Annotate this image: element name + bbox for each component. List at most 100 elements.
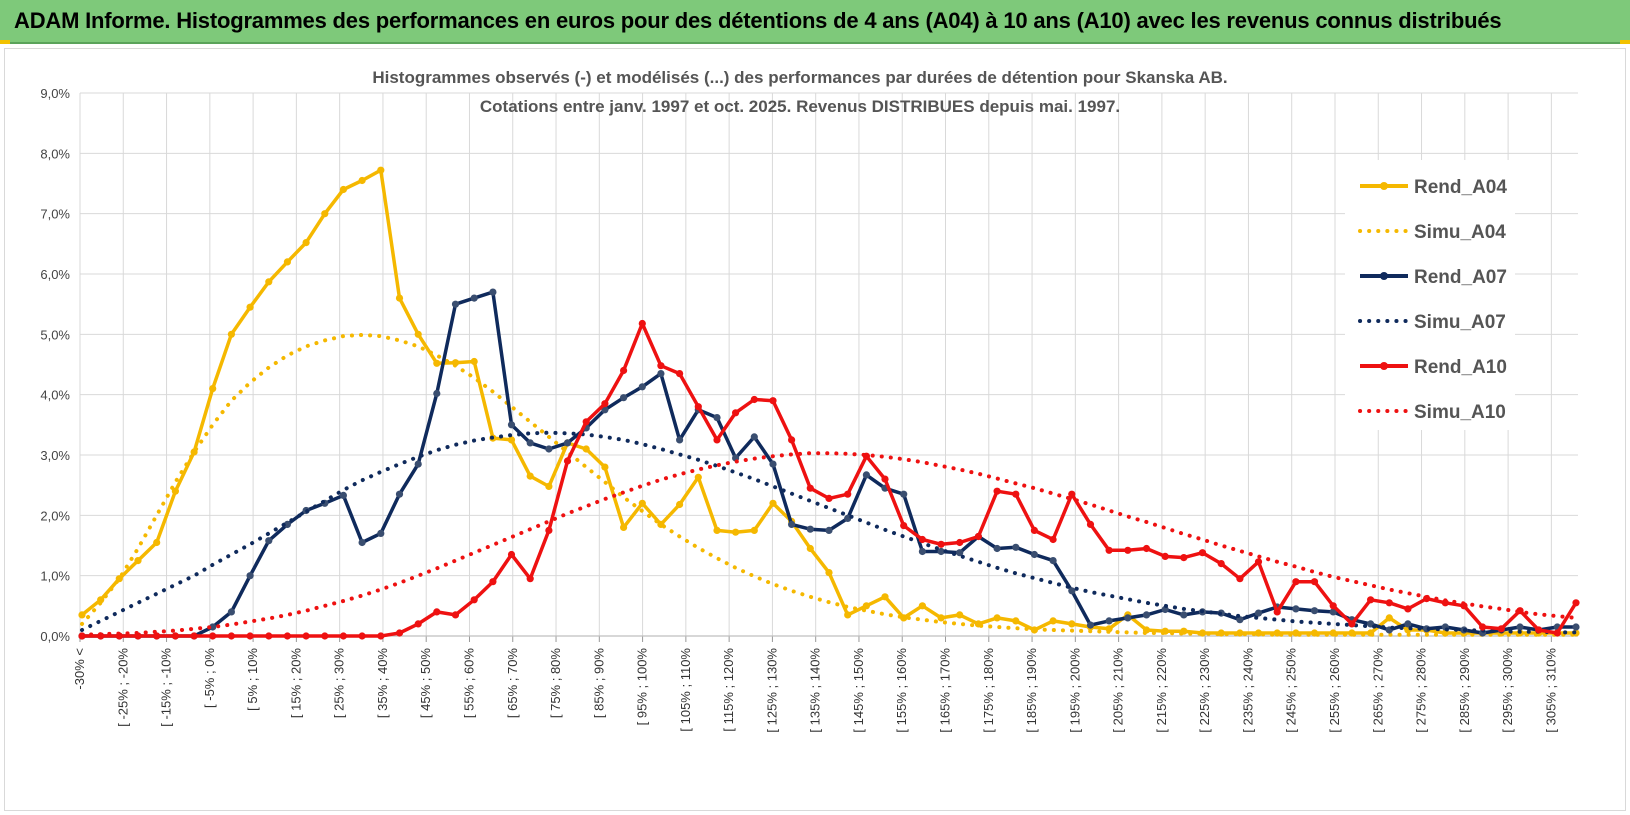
data-point <box>171 487 179 495</box>
legend-marker <box>1380 362 1388 370</box>
data-point <box>900 490 908 498</box>
data-point <box>788 436 796 444</box>
data-point <box>620 366 628 375</box>
data-point <box>881 593 889 601</box>
data-point <box>657 362 665 370</box>
data-point <box>1273 629 1281 637</box>
series-line-simu_a07 <box>80 430 1578 635</box>
data-point <box>1180 611 1188 619</box>
x-tick-label: [ 85% ; 90% <box>591 648 606 719</box>
data-point <box>507 421 516 429</box>
data-point <box>657 370 665 378</box>
data-point <box>1273 608 1281 616</box>
data-point <box>302 632 310 640</box>
data-point <box>1254 558 1263 566</box>
data-point <box>451 300 460 308</box>
data-point <box>918 535 927 544</box>
data-point <box>974 532 983 541</box>
data-point <box>97 596 105 604</box>
data-point <box>993 614 1001 622</box>
y-tick-label: 4,0% <box>40 388 70 403</box>
data-point <box>900 614 908 622</box>
data-point <box>1292 578 1300 586</box>
data-point <box>1310 607 1319 615</box>
data-point <box>414 330 422 338</box>
data-point <box>1012 543 1020 551</box>
data-point <box>1142 544 1151 553</box>
legend-label: Simu_A10 <box>1414 402 1506 423</box>
data-point <box>620 394 628 402</box>
data-point <box>1404 620 1412 628</box>
data-point <box>414 460 422 468</box>
data-point <box>918 547 927 556</box>
data-point <box>993 487 1001 495</box>
data-point <box>1030 526 1038 535</box>
x-tick-label: [ 175% ; 180% <box>981 648 996 733</box>
chart-subtitle: Cotations entre janv. 1997 et oct. 2025.… <box>480 97 1120 116</box>
data-point <box>526 472 534 480</box>
data-point <box>993 544 1001 553</box>
data-point <box>1068 587 1076 595</box>
data-point <box>1572 623 1580 631</box>
data-point <box>302 239 310 247</box>
x-tick-label: [ 105% ; 110% <box>678 648 693 732</box>
data-point <box>171 632 179 640</box>
data-point <box>1385 599 1393 607</box>
data-point <box>1068 490 1076 498</box>
data-point <box>470 596 478 604</box>
data-point <box>732 528 740 536</box>
data-point <box>582 418 590 426</box>
legend-label: Rend_A04 <box>1414 177 1507 198</box>
data-point <box>956 549 964 557</box>
data-point <box>1124 614 1132 622</box>
legend-marker <box>1380 272 1388 280</box>
data-point <box>750 395 758 404</box>
x-tick-label: [ 125% ; 130% <box>764 648 779 733</box>
data-point <box>395 490 404 498</box>
data-point <box>545 445 553 453</box>
data-point <box>358 632 366 640</box>
data-point <box>1535 626 1543 634</box>
data-point <box>433 389 441 398</box>
y-tick-label: 0,0% <box>40 629 70 644</box>
data-point <box>1367 596 1375 604</box>
data-point <box>713 436 721 444</box>
data-point <box>806 525 814 533</box>
data-point <box>918 602 927 610</box>
x-tick-label: [ 295% ; 300% <box>1500 648 1515 733</box>
data-point <box>339 632 347 640</box>
data-point <box>489 288 497 296</box>
data-point <box>377 632 385 640</box>
data-point <box>358 176 366 185</box>
data-point <box>1086 621 1095 629</box>
data-point <box>1198 549 1207 557</box>
data-point <box>209 623 217 631</box>
x-tick-label: [ 35% ; 40% <box>375 648 390 719</box>
x-tick-label: [ -5% ; 0% <box>202 648 217 708</box>
data-point <box>563 457 572 465</box>
data-point <box>862 602 871 610</box>
x-tick-label: [ 265% ; 270% <box>1370 648 1385 733</box>
data-point <box>601 463 609 471</box>
data-point <box>1068 620 1076 628</box>
chart-frame <box>4 48 1626 811</box>
data-point <box>1404 605 1412 613</box>
data-point <box>638 383 646 391</box>
data-point <box>395 294 404 302</box>
x-tick-label: [ 195% ; 200% <box>1067 648 1082 733</box>
data-point <box>1497 625 1505 633</box>
data-point <box>1217 560 1225 568</box>
data-point <box>788 520 796 529</box>
data-point <box>825 526 833 535</box>
data-point <box>1385 614 1393 622</box>
data-point <box>601 400 609 408</box>
data-point <box>1254 609 1263 617</box>
data-point <box>545 482 553 490</box>
data-point <box>582 445 590 453</box>
data-point <box>526 439 534 447</box>
data-point <box>1479 623 1487 631</box>
x-tick-label: [ 185% ; 190% <box>1024 648 1039 733</box>
data-point <box>489 578 497 586</box>
series-line-simu_a04 <box>80 332 1578 637</box>
legend-label: Rend_A07 <box>1414 267 1507 288</box>
